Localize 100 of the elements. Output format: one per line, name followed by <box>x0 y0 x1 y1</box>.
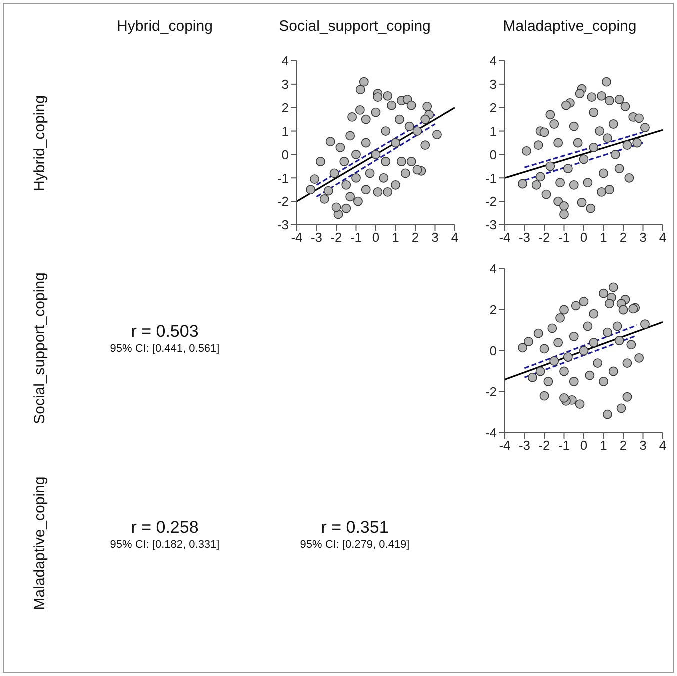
x-tick-label: 1 <box>600 230 608 246</box>
point <box>354 196 363 206</box>
point <box>597 91 606 101</box>
point <box>585 370 595 380</box>
point <box>326 137 336 147</box>
point <box>395 114 404 124</box>
point <box>604 96 614 106</box>
y-tick-label: 1 <box>490 124 497 139</box>
point <box>640 123 650 132</box>
point <box>518 179 528 189</box>
point <box>536 172 546 182</box>
point <box>560 366 569 376</box>
x-tick-label: -2 <box>538 438 550 454</box>
point <box>532 180 542 190</box>
point <box>624 173 634 183</box>
point <box>550 356 560 366</box>
point <box>569 180 579 190</box>
point <box>614 336 624 346</box>
point <box>379 173 389 183</box>
x-tick-label: -3 <box>518 438 531 454</box>
point <box>346 131 356 141</box>
y-tick-label: 0 <box>490 147 497 162</box>
point <box>562 100 571 110</box>
y-tick-label: -4 <box>485 426 497 441</box>
point <box>604 185 614 195</box>
point <box>361 114 371 124</box>
x-tick-label: 3 <box>432 230 439 246</box>
y-tick-label: -2 <box>485 194 497 210</box>
y-tick-label: 2 <box>490 100 497 116</box>
point <box>420 114 430 124</box>
point <box>575 400 585 409</box>
point <box>622 358 632 368</box>
x-tick-label: 1 <box>392 230 400 246</box>
point <box>356 85 366 95</box>
x-tick-label: -4 <box>291 230 303 246</box>
point <box>583 178 593 188</box>
point <box>396 157 406 166</box>
x-tick-label: 0 <box>372 230 380 246</box>
point <box>614 164 624 174</box>
point <box>599 168 608 178</box>
point <box>406 100 416 110</box>
point <box>387 100 396 110</box>
x-tick-label: -2 <box>330 230 342 246</box>
point <box>554 138 564 148</box>
point <box>579 297 589 306</box>
x-tick-label: -1 <box>558 230 570 246</box>
point <box>404 122 414 132</box>
point <box>603 134 612 144</box>
point <box>336 142 346 152</box>
point <box>620 102 630 112</box>
point <box>383 188 393 197</box>
point <box>560 210 569 220</box>
point <box>564 164 573 174</box>
point <box>316 157 326 166</box>
point <box>420 140 430 150</box>
point <box>616 404 626 414</box>
y-tick-label: -3 <box>277 218 289 233</box>
point <box>618 305 628 315</box>
point <box>610 150 620 160</box>
point <box>348 112 357 122</box>
point <box>373 92 383 102</box>
point <box>608 282 618 292</box>
point <box>577 198 587 208</box>
point <box>608 120 618 129</box>
x-tick-label: -1 <box>350 230 362 246</box>
point <box>589 142 599 152</box>
point <box>342 180 352 190</box>
point <box>356 106 365 115</box>
point <box>634 114 644 124</box>
text: Maladaptive_coping <box>32 476 48 612</box>
point <box>371 150 381 160</box>
y-tick-label: 3 <box>282 77 289 92</box>
point <box>550 120 560 129</box>
point <box>556 314 565 323</box>
text: Maladaptive_coping <box>502 18 638 35</box>
point <box>571 301 581 311</box>
x-tick-label: -1 <box>558 438 570 454</box>
text: 95% CI: [0.441, 0.561] <box>109 342 221 356</box>
point <box>587 92 597 102</box>
point <box>634 353 644 363</box>
point <box>330 168 340 178</box>
point <box>536 366 546 376</box>
x-tick-label: 2 <box>620 230 628 246</box>
point <box>340 157 350 166</box>
point <box>361 138 371 148</box>
text: Hybrid_coping <box>116 18 214 35</box>
point <box>540 391 550 401</box>
point <box>544 377 554 386</box>
y-tick-label: -2 <box>485 384 497 400</box>
text: r = 0.503 <box>130 322 200 342</box>
point <box>361 185 371 195</box>
point <box>391 138 400 148</box>
x-tick-label: 4 <box>659 438 667 454</box>
x-tick-label: 3 <box>640 230 647 246</box>
x-tick-label: 1 <box>600 438 608 454</box>
point <box>540 344 550 354</box>
point <box>432 130 442 140</box>
point <box>564 352 573 362</box>
point <box>597 188 606 197</box>
point <box>381 157 391 166</box>
